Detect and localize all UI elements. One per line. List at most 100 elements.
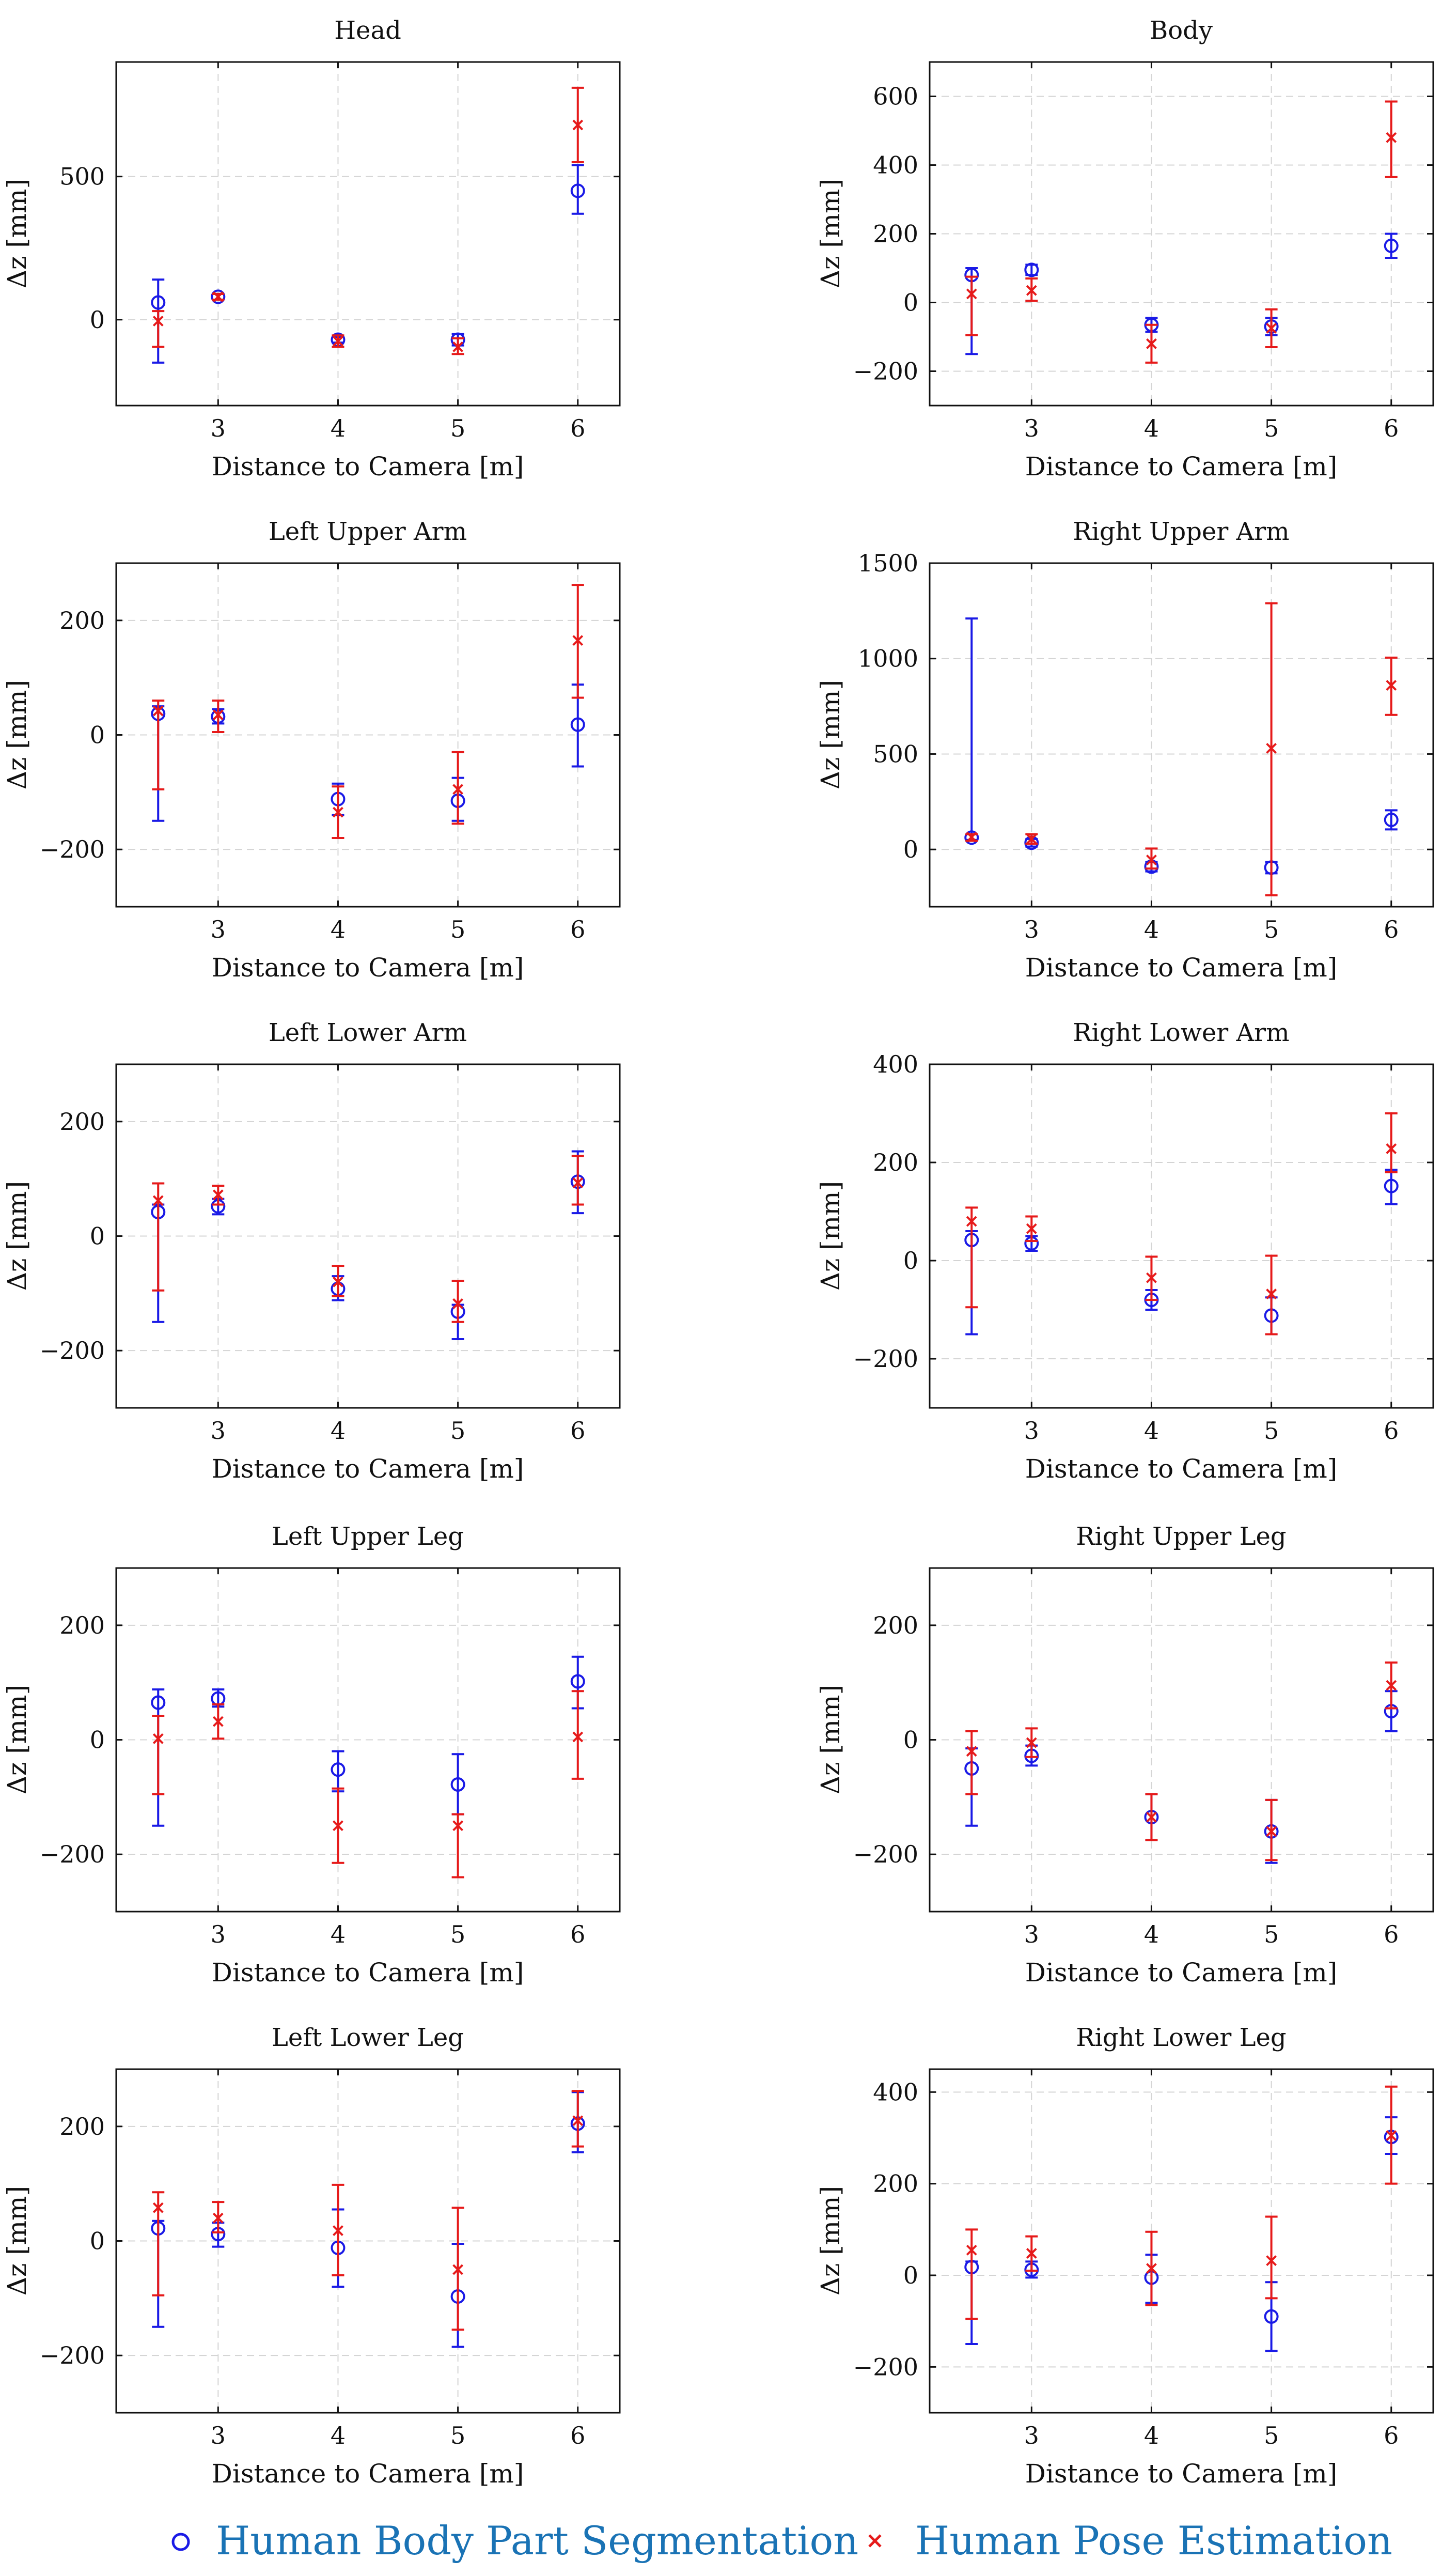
x-axis-label: Distance to Camera [m] — [1025, 953, 1338, 983]
y-tick-label: 400 — [873, 1050, 918, 1078]
y-tick-label: −200 — [853, 1345, 918, 1373]
data-point — [452, 1820, 464, 1832]
x-tick-label: 4 — [331, 915, 346, 943]
data-point — [1026, 2248, 1037, 2259]
y-tick-label: 0 — [903, 2261, 918, 2289]
data-point — [151, 1695, 166, 1710]
y-tick-label: 0 — [90, 2227, 105, 2255]
y-tick-label: 200 — [59, 2113, 105, 2140]
x-axis-label: Distance to Camera [m] — [1025, 1958, 1338, 1988]
data-point — [450, 1777, 465, 1792]
data-point — [1266, 742, 1277, 754]
data-point — [1264, 2309, 1279, 2324]
x-tick-label: 5 — [1264, 414, 1279, 442]
y-axis-label: Δz [mm] — [2, 179, 32, 288]
x-tick-label: 4 — [1144, 2422, 1159, 2449]
y-tick-label: 200 — [59, 607, 105, 634]
x-tick-label: 6 — [1384, 414, 1399, 442]
chart-left-upper-arm: Left Upper Arm 3 4 5 6 −200 0 200 Distance to … — [2, 517, 621, 983]
x-tick-label: 3 — [1024, 1417, 1039, 1445]
y-tick-label: 200 — [59, 1108, 105, 1136]
chart-title: Left Upper Leg — [272, 1522, 464, 1551]
chart-right-upper-arm: Right Upper Arm 3 4 5 6 0 500 1000 1500 Distanc… — [816, 517, 1434, 983]
data-point — [570, 717, 585, 732]
data-point — [152, 705, 164, 717]
x-tick-label: 3 — [211, 2422, 226, 2449]
data-point — [212, 1189, 224, 1201]
y-tick-label: 200 — [873, 1149, 918, 1176]
chart-title: Body — [1150, 16, 1213, 45]
data-point — [1266, 1289, 1277, 1300]
y-axis-label: Δz [mm] — [2, 2186, 32, 2295]
legend-item-segmentation: Human Body Part Segmentation — [171, 2518, 858, 2564]
x-axis-label: Distance to Camera [m] — [212, 1454, 524, 1484]
data-point — [452, 2264, 464, 2275]
x-tick-label: 4 — [331, 2422, 346, 2449]
x-axis-label: Distance to Camera [m] — [212, 1958, 524, 1988]
data-point — [151, 295, 166, 310]
y-tick-label: −200 — [40, 1337, 105, 1364]
y-tick-label: −200 — [40, 1840, 105, 1868]
chart-right-lower-arm: Right Lower Arm 3 4 5 6 −200 0 200 400 Distance… — [816, 1018, 1434, 1484]
x-tick-label: 3 — [1024, 414, 1039, 442]
x-tick-label: 3 — [211, 1417, 226, 1445]
data-point — [1386, 2130, 1397, 2141]
x-tick-label: 3 — [1024, 2422, 1039, 2449]
data-point — [1386, 1143, 1397, 1154]
x-axis-label: Distance to Camera [m] — [212, 452, 524, 482]
chart-head: Head 3 4 5 6 0 500 Distance to Camera [m] Δz … — [2, 16, 621, 482]
data-point — [333, 806, 343, 818]
data-point — [333, 1276, 343, 1287]
x-tick-label: 4 — [331, 1920, 346, 1948]
x-tick-label: 4 — [331, 1417, 346, 1445]
chart-title: Right Lower Arm — [1073, 1018, 1289, 1047]
x-tick-label: 3 — [211, 1920, 226, 1948]
x-tick-label: 4 — [1144, 414, 1159, 442]
data-point — [212, 1716, 224, 1727]
x-tick-label: 6 — [570, 2422, 585, 2449]
data-point — [1146, 1272, 1157, 1283]
y-tick-label: 400 — [873, 151, 918, 179]
data-point — [452, 341, 464, 352]
x-tick-label: 3 — [211, 414, 226, 442]
y-axis-label: Δz [mm] — [816, 680, 845, 789]
data-point — [211, 289, 226, 304]
data-point — [966, 1746, 977, 1757]
plot-frame — [115, 61, 621, 407]
data-point — [333, 335, 343, 347]
data-point — [572, 119, 584, 131]
data-point — [1026, 285, 1037, 296]
data-point — [152, 316, 164, 327]
chart-body: Body 3 4 5 6 −200 0 200 400 600 Distance to Came… — [816, 16, 1434, 482]
data-point — [1146, 2263, 1157, 2274]
x-tick-label: 3 — [211, 915, 226, 943]
y-tick-label: −200 — [853, 358, 918, 385]
y-tick-label: 1000 — [858, 645, 918, 673]
y-tick-label: 600 — [873, 83, 918, 111]
x-axis-label: Distance to Camera [m] — [1025, 2459, 1338, 2489]
data-point — [1386, 680, 1397, 691]
data-point — [1026, 1737, 1037, 1748]
data-point — [570, 183, 585, 198]
legend: Human Body Part Segmentation Human Pose … — [171, 2518, 1392, 2564]
data-point — [570, 1674, 585, 1689]
data-point — [572, 1731, 584, 1743]
chart-title: Right Lower Leg — [1076, 2023, 1286, 2052]
y-tick-label: 0 — [903, 1247, 918, 1275]
data-point — [966, 2244, 977, 2256]
x-tick-label: 3 — [1024, 915, 1039, 943]
y-axis-label: Δz [mm] — [816, 179, 845, 288]
y-tick-label: −200 — [40, 835, 105, 863]
data-point — [1386, 132, 1397, 143]
data-point — [966, 831, 977, 843]
y-tick-label: −200 — [853, 1840, 918, 1868]
data-point — [212, 709, 224, 721]
x-tick-label: 3 — [1024, 1920, 1039, 1948]
plot-frame — [929, 2068, 1434, 2414]
x-tick-label: 5 — [450, 915, 465, 943]
x-tick-label: 6 — [570, 414, 585, 442]
chart-left-lower-leg: Left Lower Leg 3 4 5 6 −200 0 200 Distance to … — [2, 2023, 621, 2489]
x-tick-label: 5 — [1264, 2422, 1279, 2449]
x-tick-label: 6 — [1384, 1920, 1399, 1948]
data-point — [1146, 855, 1157, 865]
